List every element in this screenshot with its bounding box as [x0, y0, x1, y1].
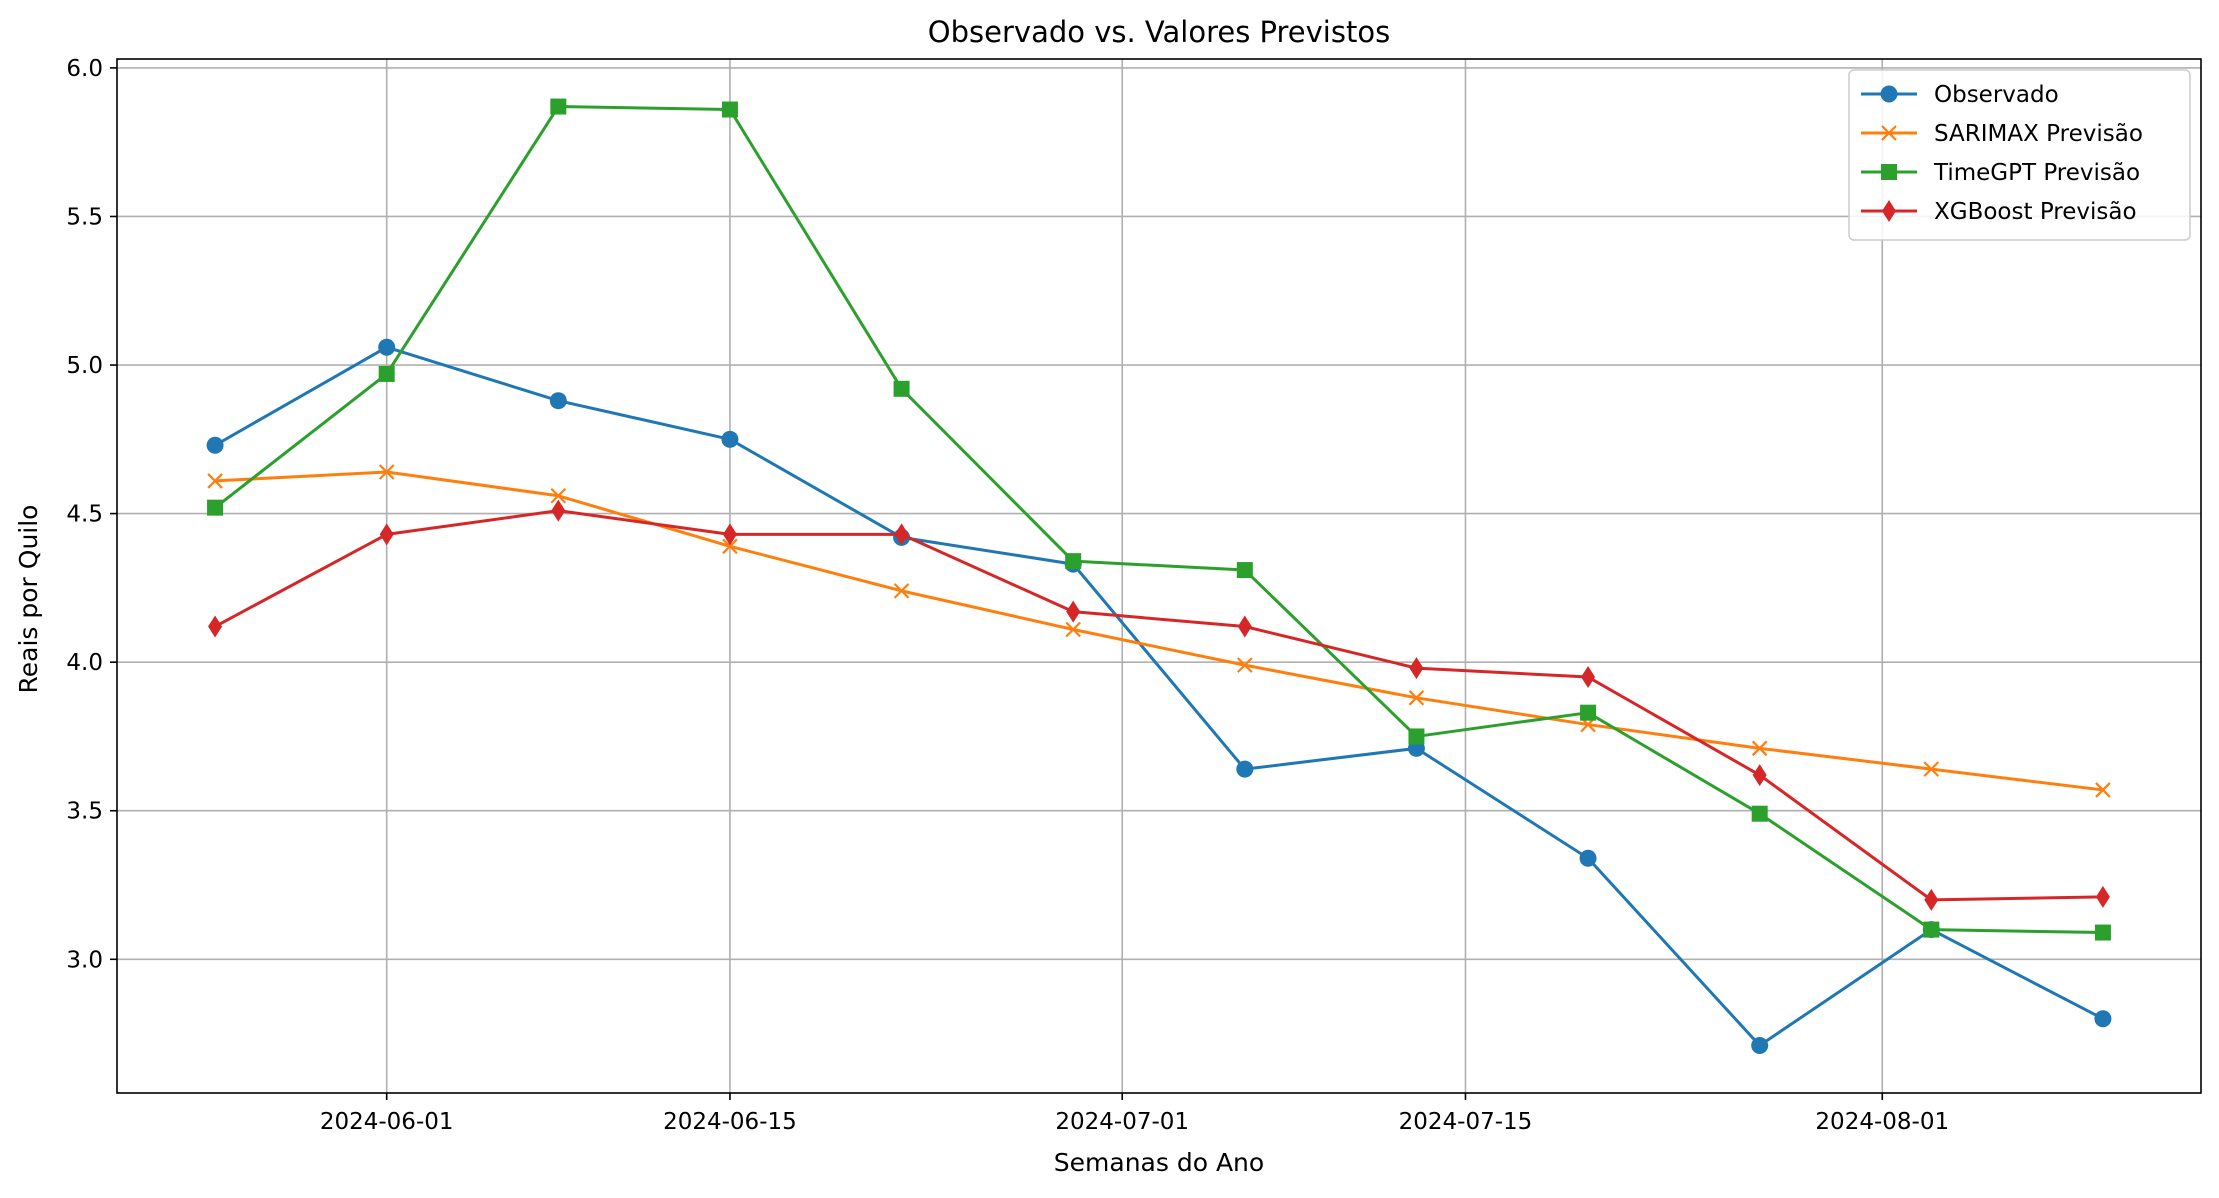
data-point: [1752, 764, 1767, 787]
data-point: [208, 615, 223, 638]
data-point: [1580, 704, 1597, 721]
legend-item: XGBoost Previsão: [1861, 199, 2137, 225]
legend-label: SARIMAX Previsão: [1934, 121, 2143, 147]
y-tick-label: 4.0: [66, 650, 103, 676]
data-point: [1237, 615, 1252, 638]
data-point: [206, 436, 224, 454]
legend-item: TimeGPT Previsão: [1861, 160, 2140, 186]
data-point: [1923, 921, 1940, 938]
legend-item: Observado: [1861, 82, 2059, 108]
y-axis-label: Reais por Quilo: [14, 505, 43, 694]
series-group: [206, 98, 2112, 1054]
y-tick-label: 3.0: [66, 947, 103, 973]
data-point: [378, 338, 396, 356]
data-point: [2094, 924, 2111, 941]
data-point: [721, 101, 738, 118]
series-1: [207, 464, 2111, 798]
data-point: [1236, 562, 1253, 579]
data-point: [1237, 657, 1253, 673]
data-point: [1924, 888, 1939, 911]
data-point: [207, 473, 223, 489]
data-point: [378, 365, 395, 382]
axis-ticks: 2024-06-01 2024-06-15 2024-07-01 2024-07-15…: [66, 56, 1949, 1135]
series-line: [214, 470, 2104, 792]
x-tick-label: 2024-08-01: [1815, 1109, 1949, 1135]
data-point: [1579, 849, 1597, 867]
series-0: [206, 338, 2112, 1054]
legend-box: [1848, 69, 2191, 241]
data-point: [893, 380, 910, 397]
data-point: [379, 523, 394, 546]
data-point: [721, 430, 739, 448]
y-tick-label: 5.0: [66, 353, 103, 379]
plot-frame: [116, 58, 2202, 1094]
data-point: [1581, 666, 1596, 689]
legend-marker: [1882, 200, 1896, 222]
data-point: [207, 499, 224, 516]
data-point: [894, 523, 909, 546]
y-tick-label: 6.0: [66, 56, 103, 82]
chart-title: Observado vs. Valores Previstos: [928, 15, 1390, 49]
data-point: [1751, 1036, 1769, 1054]
data-point: [2095, 885, 2110, 908]
data-point: [1408, 690, 1425, 706]
legend-marker: [1881, 164, 1897, 180]
y-tick-label: 5.5: [66, 204, 103, 230]
data-point: [1751, 740, 1768, 757]
x-tick-label: 2024-07-15: [1399, 1109, 1533, 1135]
legend-marker: [1881, 125, 1897, 141]
y-tick-label: 4.5: [66, 502, 103, 528]
data-point: [722, 538, 738, 555]
data-point: [1409, 657, 1424, 680]
series-line: [214, 105, 2103, 935]
legend-marker: [1880, 85, 1898, 103]
data-point: [1065, 621, 1081, 638]
data-point: [1066, 600, 1081, 623]
data-point: [2094, 1010, 2112, 1028]
legend-label: Observado: [1934, 82, 2059, 108]
series-line: [214, 509, 2103, 902]
data-point: [1751, 805, 1768, 822]
data-point: [1236, 760, 1254, 778]
data-point: [550, 98, 567, 115]
x-tick-label: 2024-06-15: [663, 1109, 797, 1135]
x-tick-label: 2024-06-01: [320, 1109, 454, 1135]
series-3: [208, 499, 2110, 911]
data-point: [1408, 728, 1425, 745]
data-point: [551, 499, 566, 522]
series-line: [214, 345, 2104, 1047]
data-point: [378, 464, 395, 480]
x-tick-label: 2024-07-01: [1055, 1109, 1189, 1135]
grid: [117, 59, 2201, 1093]
legend: Observado SARIMAX Previsão TimeGPT Previsã…: [1848, 69, 2191, 241]
data-point: [1923, 761, 1940, 777]
y-tick-label: 3.5: [66, 799, 103, 825]
legend-label: TimeGPT Previsão: [1933, 160, 2140, 186]
data-point: [549, 392, 567, 410]
data-point: [2095, 782, 2111, 798]
legend-label: XGBoost Previsão: [1934, 199, 2137, 225]
data-point: [1065, 553, 1082, 570]
data-point: [550, 487, 567, 504]
x-axis-label: Semanas do Ano: [1054, 1148, 1264, 1177]
data-point: [893, 583, 910, 599]
legend-item: SARIMAX Previsão: [1861, 121, 2143, 147]
data-point: [722, 523, 737, 546]
series-2: [207, 98, 2111, 941]
